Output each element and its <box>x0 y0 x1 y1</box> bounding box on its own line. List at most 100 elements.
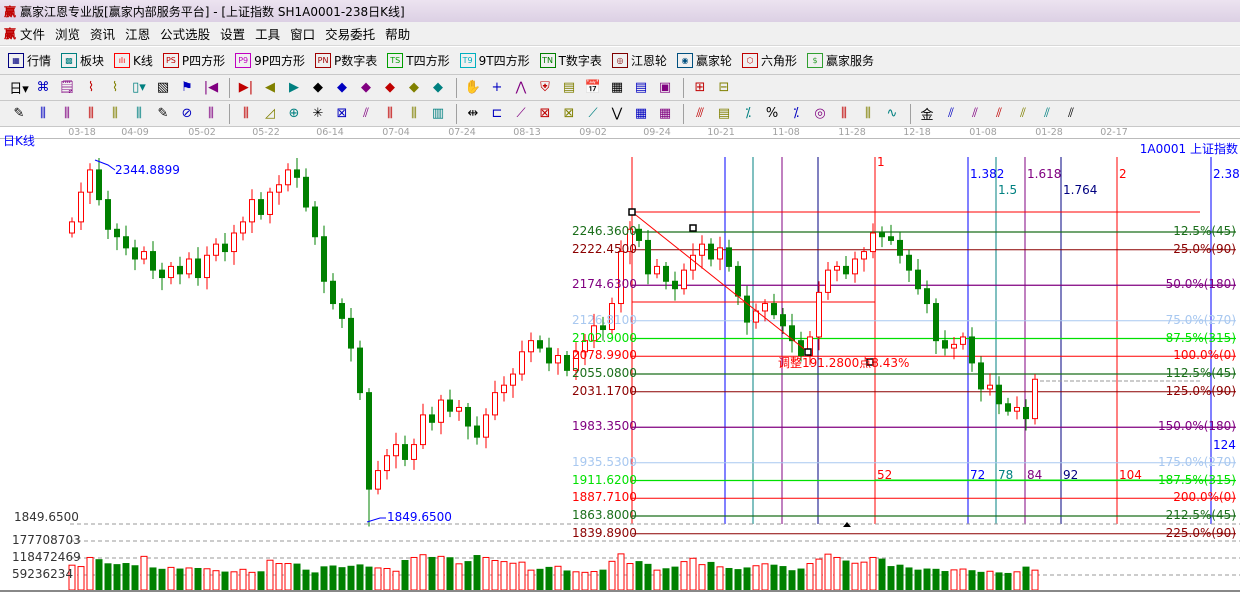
tool-icon-29[interactable]: ⁒ <box>745 106 751 121</box>
tool-icon-9[interactable]: ▶| <box>238 80 254 95</box>
toolbar-button-8[interactable]: TN T数字表 <box>539 52 602 69</box>
tool-icon-42[interactable]: ⫽ <box>1068 106 1074 121</box>
tool-icon-41[interactable]: ⫽ <box>1044 106 1050 121</box>
tool-icon-2[interactable]: 🗒 <box>58 80 76 95</box>
tool-icon-21[interactable]: ⊠ <box>539 106 551 121</box>
tool-icon-5[interactable]: ⫼ <box>136 106 142 121</box>
tool-icon-18[interactable]: ✋ <box>464 80 482 95</box>
tool-icon-38[interactable]: ⫽ <box>972 106 978 121</box>
tool-icon-36[interactable]: 金 <box>920 108 934 123</box>
tool-icon-7[interactable]: ⚑ <box>181 80 193 95</box>
tool-icon-10[interactable]: ◿ <box>265 106 275 121</box>
tool-icon-15[interactable]: ⫼ <box>387 106 393 121</box>
tool-icon-24[interactable]: ▦ <box>610 80 624 95</box>
tool-icon-21[interactable]: ⛨ <box>540 80 550 95</box>
menu-item-2[interactable]: 资讯 <box>90 27 116 42</box>
tool-icon-14[interactable]: ◆ <box>361 80 371 95</box>
tool-icon-25[interactable]: ▦ <box>634 106 648 121</box>
volume-bar <box>518 561 526 591</box>
tool-icon-1[interactable]: ⫼ <box>40 106 46 121</box>
toolbar-button-0[interactable]: ▦ 行情 <box>8 52 51 69</box>
tool-icon-0[interactable]: 日▾ <box>9 82 29 97</box>
tool-icon-16[interactable]: ◆ <box>409 80 419 95</box>
toolbar-button-4[interactable]: P9 9P四方形 <box>235 52 305 69</box>
tool-icon-11[interactable]: ▶ <box>289 80 299 95</box>
tool-icon-20[interactable]: ⋀ <box>515 80 527 95</box>
toolbar-button-2[interactable]: ılı K线 <box>114 52 153 69</box>
tool-icon-32[interactable]: ◎ <box>814 106 826 121</box>
tool-icon-3[interactable]: ⌇ <box>87 80 95 95</box>
tool-icon-8[interactable]: |◀ <box>203 80 219 95</box>
tool-icon-3[interactable]: ⫼ <box>88 106 94 121</box>
tool-icon-9[interactable]: ⫼ <box>243 106 249 121</box>
tool-icon-27[interactable]: ⫻ <box>696 106 704 121</box>
tool-icon-8[interactable]: ⫼ <box>208 106 214 121</box>
tool-icon-15[interactable]: ◆ <box>385 80 395 95</box>
toolbar-button-5[interactable]: PN P数字表 <box>315 52 377 69</box>
toolbar-button-10[interactable]: ◉ 赢家轮 <box>676 52 732 69</box>
menu-item-3[interactable]: 江恩 <box>125 27 151 42</box>
tool-icon-19[interactable]: + <box>491 80 503 95</box>
menu-item-4[interactable]: 公式选股 <box>160 27 211 42</box>
menu-item-9[interactable]: 帮助 <box>385 27 411 42</box>
tool-icon-22[interactable]: ⊠ <box>563 106 575 121</box>
tool-icon-19[interactable]: ⊏ <box>491 106 503 121</box>
tool-icon-28[interactable]: ▤ <box>717 106 731 121</box>
tool-icon-11[interactable]: ⊕ <box>288 106 300 121</box>
tool-icon-35[interactable]: ∿ <box>886 106 898 121</box>
tool-icon-4[interactable]: ⌇ <box>111 80 119 95</box>
tool-icon-18[interactable]: ⇹ <box>467 106 479 121</box>
menu-item-7[interactable]: 窗口 <box>290 27 316 42</box>
tool-icon-6[interactable]: ✎ <box>157 106 169 121</box>
candle-up <box>510 373 516 386</box>
tool-icon-12[interactable]: ◆ <box>313 80 323 95</box>
tool-icon-26[interactable]: ▦ <box>658 106 672 121</box>
tool-icon-17[interactable]: ◆ <box>433 80 443 95</box>
tool-icon-23[interactable]: ⟋ <box>588 106 598 121</box>
tool-icon-25[interactable]: ▤ <box>634 80 648 95</box>
toolbar-button-1[interactable]: ▩ 板块 <box>61 52 104 69</box>
tool-icon-14[interactable]: ⫽ <box>363 106 369 121</box>
tool-icon-13[interactable]: ◆ <box>337 80 347 95</box>
tool-icon-4[interactable]: ⫼ <box>112 106 118 121</box>
tool-icon-17[interactable]: ▥ <box>431 106 445 121</box>
tool-icon-31[interactable]: ⁒ <box>793 106 799 121</box>
toolbar-button-3[interactable]: PS P四方形 <box>162 52 225 69</box>
toolbar-button-6[interactable]: TS T四方形 <box>387 52 450 69</box>
menu-item-0[interactable]: 文件 <box>20 27 46 42</box>
tool-icon-0[interactable]: ✎ <box>13 106 25 121</box>
menu-item-5[interactable]: 设置 <box>220 27 246 42</box>
tool-icon-16[interactable]: ⫼ <box>411 106 417 121</box>
tool-icon-24[interactable]: ⋁ <box>611 106 623 121</box>
tool-icon-6[interactable]: ▧ <box>156 80 170 95</box>
tool-icon-2[interactable]: ⫼ <box>64 106 70 121</box>
tool-icon-12[interactable]: ✳ <box>312 106 324 121</box>
tool-icon-40[interactable]: ⫽ <box>1020 106 1026 121</box>
menu-item-8[interactable]: 交易委托 <box>325 27 376 42</box>
toolbar-button-12[interactable]: $ 赢家服务 <box>806 52 874 69</box>
tool-icon-28[interactable]: ⊟ <box>718 80 730 95</box>
toolbar-button-11[interactable]: ⬡ 六角形 <box>741 52 797 69</box>
tool-icon-27[interactable]: ⊞ <box>694 80 706 95</box>
menu-item-1[interactable]: 浏览 <box>55 27 81 42</box>
candle-up <box>717 247 723 260</box>
tool-icon-26[interactable]: ▣ <box>658 80 672 95</box>
tool-icon-5[interactable]: ▯▾ <box>132 80 146 95</box>
tool-icon-7[interactable]: ⊘ <box>181 106 193 121</box>
tool-icon-34[interactable]: ⫼ <box>865 106 871 121</box>
tool-icon-37[interactable]: ⫽ <box>948 106 954 121</box>
tool-icon-33[interactable]: ⫼ <box>841 106 847 121</box>
tool-icon-22[interactable]: ▤ <box>562 80 576 95</box>
toolbar-button-7[interactable]: T9 9T四方形 <box>459 52 530 69</box>
tool-icon-13[interactable]: ⊠ <box>336 106 348 121</box>
tool-icon-39[interactable]: ⫽ <box>996 106 1002 121</box>
tool-icon-30[interactable]: % <box>765 106 779 121</box>
tool-icon-1[interactable]: ⌘ <box>36 80 50 95</box>
tool-icon-23[interactable]: 📅 <box>584 80 602 95</box>
app-logo-icon[interactable]: 赢 <box>4 27 17 41</box>
menu-item-6[interactable]: 工具 <box>255 27 281 42</box>
toolbar-button-9[interactable]: ◎ 江恩轮 <box>611 52 667 69</box>
tool-icon-20[interactable]: ⟋ <box>516 106 526 121</box>
tool-icon-10[interactable]: ◀ <box>265 80 275 95</box>
